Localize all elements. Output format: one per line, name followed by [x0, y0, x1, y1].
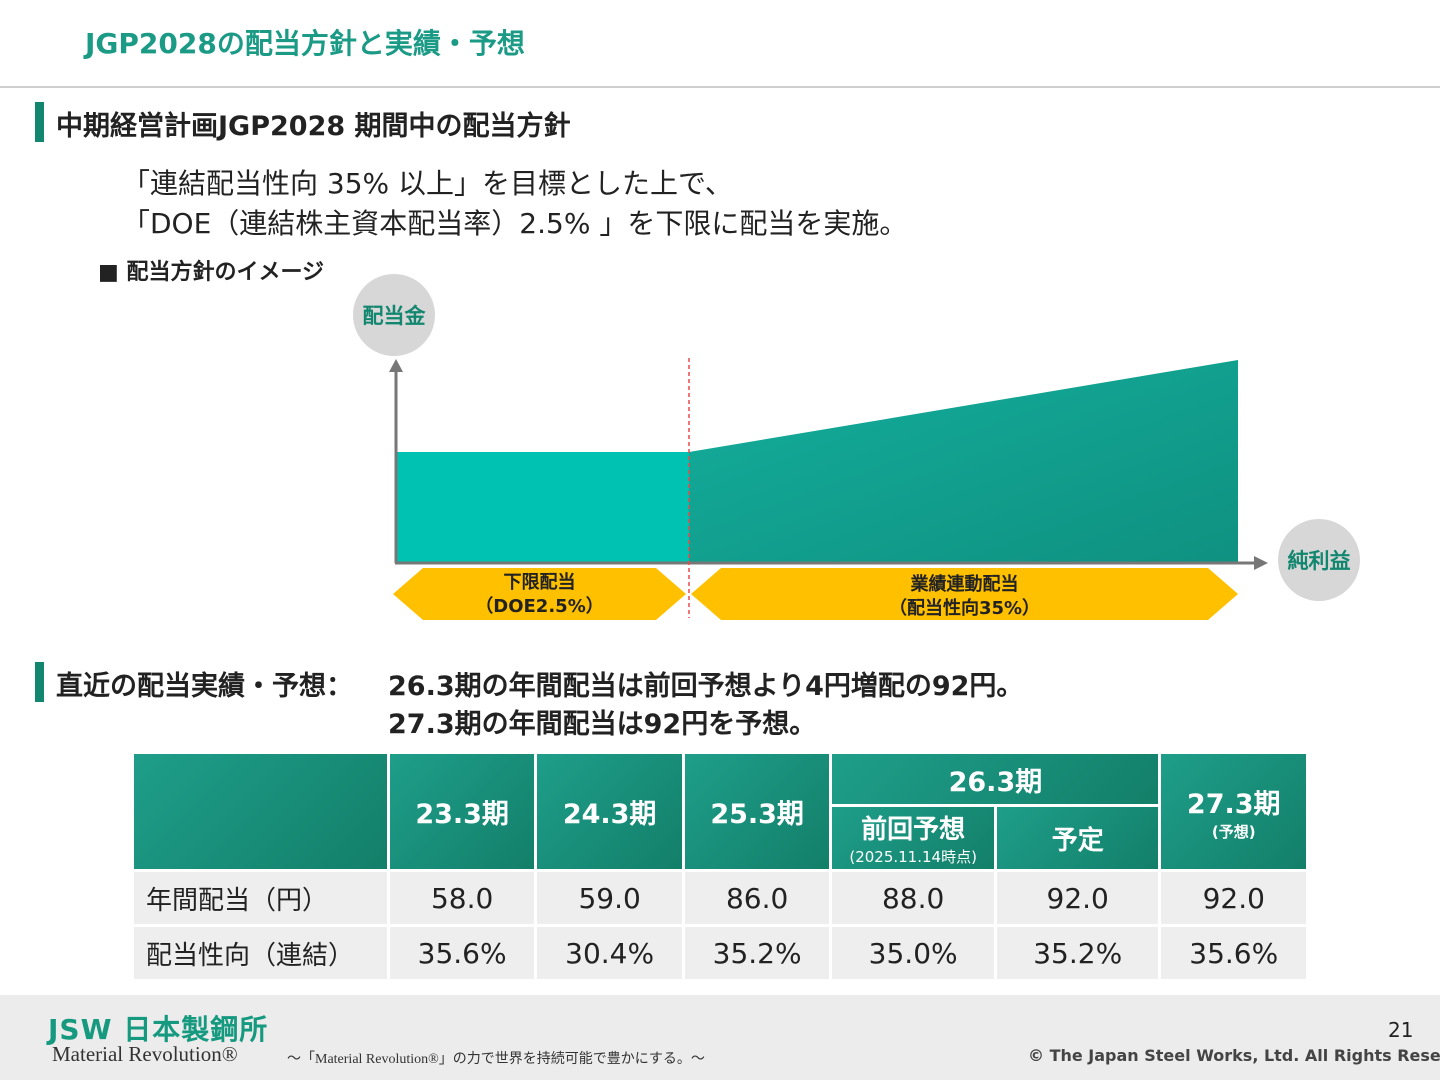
floor-phase-label-2: （DOE2.5%） — [475, 596, 604, 617]
floor-phase-label-1: 下限配当 — [503, 572, 576, 593]
table-cell: 86.0 — [684, 872, 830, 924]
linked-phase-label: 業績連動配当 （配当性向35%） — [721, 573, 1208, 621]
col-header-26-prev-label: 前回予想 — [861, 815, 966, 845]
table-cell: 88.0 — [832, 872, 994, 924]
copyright: © The Japan Steel Works, Ltd. All Rights… — [1028, 1046, 1440, 1065]
table-cell: 30.4% — [537, 927, 682, 979]
linked-phase-label-1: 業績連動配当 — [910, 574, 1019, 595]
corner-header — [134, 754, 387, 869]
col-header-25: 25.3期 — [684, 754, 830, 869]
floor-phase-arrow — [393, 568, 686, 620]
floor-dividend-area — [396, 452, 689, 562]
x-axis-label: 純利益 — [1287, 549, 1351, 573]
section-marker — [35, 662, 44, 702]
table-cell: 35.6% — [389, 927, 535, 979]
table-cell: 58.0 — [389, 872, 535, 924]
motto: Material Revolution® — [52, 1042, 238, 1066]
table-cell: 92.0 — [1161, 872, 1306, 924]
y-axis-arrowhead — [389, 359, 403, 372]
results-section-title: 直近の配当実績・予想： — [56, 671, 353, 702]
policy-line-2: 「DOE（連結株主資本配当率）2.5% 」を下限に配当を実施。 — [122, 207, 908, 240]
results-line-1: 26.3期の年間配当は前回予想より4円増配の92円。 — [388, 671, 1024, 702]
col-header-23: 23.3期 — [389, 754, 535, 869]
tagline: ～「Material Revolution®」の力で世界を持続可能で豊かにする。… — [287, 1052, 705, 1067]
x-axis-arrowhead — [1254, 556, 1268, 570]
table-cell: 35.2% — [684, 927, 830, 979]
table-subheader-row: 前回予想 (2025.11.14時点) 予定 — [134, 807, 1306, 869]
col-header-26: 26.3期 — [832, 754, 1159, 804]
table-cell: 59.0 — [537, 872, 682, 924]
page-number: 21 — [1388, 1018, 1414, 1042]
col-header-24: 24.3期 — [537, 754, 682, 869]
table-cell: 35.6% — [1161, 927, 1306, 979]
dividend-policy-diagram — [389, 358, 1268, 620]
col-header-27: 27.3期 (予想) — [1161, 754, 1306, 869]
row-label: 配当性向（連結） — [134, 927, 387, 979]
table-header-row: 23.3期 24.3期 25.3期 26.3期 27.3期 (予想) — [134, 754, 1306, 869]
col-header-26-plan: 予定 — [996, 807, 1159, 869]
footer — [0, 995, 1440, 1080]
table-cell: 35.2% — [996, 927, 1159, 979]
table-cell: 35.0% — [832, 927, 994, 979]
title-divider — [0, 86, 1440, 88]
col-header-26-prev-note: (2025.11.14時点) — [849, 848, 977, 866]
table-row: 配当性向（連結） 35.6% 30.4% 35.2% 35.0% 35.2% 3… — [134, 927, 1306, 979]
y-axis-label-circle: 配当金 — [353, 274, 435, 356]
floor-phase-label: 下限配当 （DOE2.5%） — [423, 571, 656, 619]
section-marker — [35, 102, 44, 142]
table-cell: 92.0 — [996, 872, 1159, 924]
y-axis-label: 配当金 — [362, 304, 426, 328]
col-header-27-note: (予想) — [1211, 822, 1256, 841]
company-logo: JSW 日本製鋼所 — [48, 1013, 269, 1046]
row-label: 年間配当（円） — [134, 872, 387, 924]
col-header-26-prev: 前回予想 (2025.11.14時点) — [832, 807, 994, 869]
diagram-heading: ■ 配当方針のイメージ — [98, 260, 325, 285]
policy-section-title: 中期経営計画JGP2028 期間中の配当方針 — [56, 111, 571, 142]
x-axis-label-circle: 純利益 — [1278, 519, 1360, 601]
col-header-27-label: 27.3期 — [1186, 788, 1281, 820]
policy-line-1: 「連結配当性向 35% 以上」を目標とした上で、 — [122, 167, 733, 200]
results-line-2: 27.3期の年間配当は92円を予想。 — [388, 709, 817, 740]
linked-dividend-area — [689, 360, 1238, 562]
linked-phase-label-2: （配当性向35%） — [888, 598, 1041, 619]
table-row: 年間配当（円） 58.0 59.0 86.0 88.0 92.0 92.0 — [134, 872, 1306, 924]
page-title: JGP2028の配当方針と実績・予想 — [85, 27, 525, 60]
linked-phase-arrow — [691, 568, 1238, 620]
dividend-table: 23.3期 24.3期 25.3期 26.3期 27.3期 (予想) 前回予想 … — [131, 751, 1309, 982]
